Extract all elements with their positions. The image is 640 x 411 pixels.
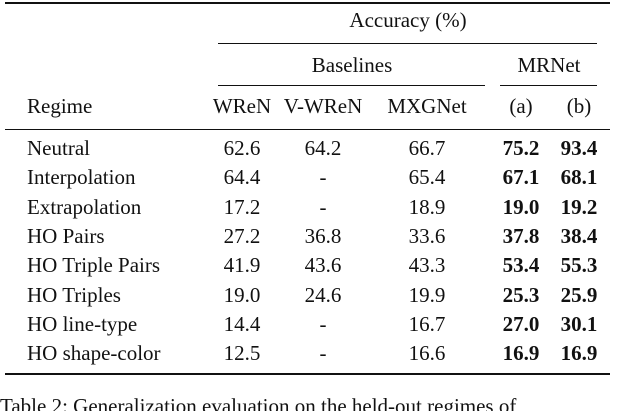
group-header: Accuracy (%) bbox=[349, 8, 467, 32]
cell: 43.6 bbox=[304, 253, 342, 278]
caption: Table 2: Generalization evaluation on th… bbox=[0, 394, 517, 411]
cell: 66.7 bbox=[408, 136, 446, 160]
cmid-rule bbox=[218, 85, 485, 86]
row-label: Extrapolation bbox=[27, 194, 142, 219]
row-label: HO shape-color bbox=[27, 341, 161, 366]
cell: 93.4 bbox=[560, 136, 598, 160]
column-header: MXGNet bbox=[387, 94, 467, 118]
row-label: Interpolation bbox=[27, 165, 136, 190]
cell: 17.2 bbox=[223, 194, 261, 219]
cell: 36.8 bbox=[304, 223, 342, 248]
cell: 65.4 bbox=[408, 165, 446, 190]
mid-rule bbox=[5, 129, 610, 130]
row-label: HO Triples bbox=[27, 282, 121, 307]
column-header: (a) bbox=[509, 94, 533, 118]
cell: 18.9 bbox=[408, 194, 446, 219]
cell: 25.9 bbox=[560, 282, 598, 307]
row-label: HO Pairs bbox=[27, 223, 105, 248]
cell: 14.4 bbox=[223, 311, 261, 336]
subgroup-header: MRNet bbox=[517, 53, 581, 77]
cell: 33.6 bbox=[408, 223, 446, 248]
cell: 67.1 bbox=[502, 165, 540, 190]
cell: 62.6 bbox=[223, 136, 261, 160]
top-rule bbox=[5, 2, 610, 4]
cmid-rule bbox=[218, 43, 597, 44]
cmid-rule bbox=[500, 85, 597, 86]
cell: 55.3 bbox=[560, 253, 598, 278]
cell: 41.9 bbox=[223, 253, 261, 278]
cell: 30.1 bbox=[560, 311, 598, 336]
cell: - bbox=[319, 194, 327, 219]
cell: 53.4 bbox=[502, 253, 540, 278]
cell: 16.6 bbox=[408, 341, 446, 366]
cell: 43.3 bbox=[408, 253, 446, 278]
cell: 19.9 bbox=[408, 282, 446, 307]
cell: 16.9 bbox=[560, 341, 598, 366]
column-header: WReN bbox=[212, 94, 272, 118]
cell: 24.6 bbox=[304, 282, 342, 307]
cell: 19.0 bbox=[223, 282, 261, 307]
cell: 16.7 bbox=[408, 311, 446, 336]
cell: 19.0 bbox=[502, 194, 540, 219]
bottom-rule bbox=[5, 373, 610, 375]
cell: 19.2 bbox=[560, 194, 598, 219]
cell: 16.9 bbox=[502, 341, 540, 366]
cell: 75.2 bbox=[502, 136, 540, 160]
row-label: HO line-type bbox=[27, 311, 138, 336]
cell: 12.5 bbox=[223, 341, 261, 366]
cell: 27.2 bbox=[223, 223, 261, 248]
cell: 68.1 bbox=[560, 165, 598, 190]
cell: 27.0 bbox=[502, 311, 540, 336]
cell: - bbox=[319, 341, 327, 366]
cell: 37.8 bbox=[502, 223, 540, 248]
cell: - bbox=[319, 311, 327, 336]
cell: 25.3 bbox=[502, 282, 540, 307]
cell: - bbox=[319, 165, 327, 190]
column-header: (b) bbox=[566, 94, 592, 118]
row-label: Neutral bbox=[27, 136, 90, 160]
cell: 64.2 bbox=[304, 136, 342, 160]
cell: 38.4 bbox=[560, 223, 598, 248]
subgroup-header: Baselines bbox=[311, 53, 393, 77]
column-header: V-WReN bbox=[283, 94, 363, 118]
cell: 64.4 bbox=[223, 165, 261, 190]
column-header: Regime bbox=[27, 94, 93, 118]
row-label: HO Triple Pairs bbox=[27, 253, 161, 278]
